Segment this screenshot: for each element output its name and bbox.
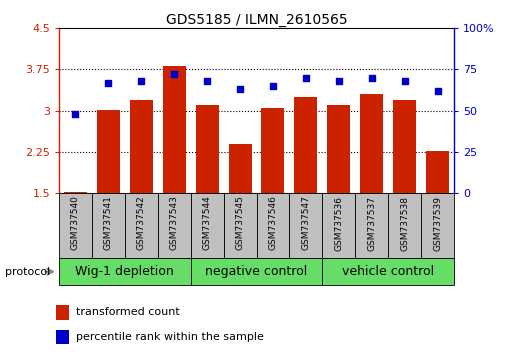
Point bbox=[401, 78, 409, 84]
Text: GSM737538: GSM737538 bbox=[400, 195, 409, 251]
Bar bbox=[294, 97, 318, 193]
Bar bbox=[97, 109, 120, 193]
Text: GSM737540: GSM737540 bbox=[71, 195, 80, 250]
Text: GSM737547: GSM737547 bbox=[301, 195, 310, 250]
Text: percentile rank within the sample: percentile rank within the sample bbox=[76, 332, 264, 342]
Bar bbox=[224, 193, 256, 258]
Bar bbox=[158, 193, 191, 258]
Text: GSM737545: GSM737545 bbox=[235, 195, 245, 250]
Point bbox=[269, 83, 277, 89]
Point bbox=[71, 111, 80, 117]
Point bbox=[104, 80, 112, 85]
Bar bbox=[322, 193, 355, 258]
Text: GSM737541: GSM737541 bbox=[104, 195, 113, 250]
Bar bbox=[289, 193, 322, 258]
Bar bbox=[355, 193, 388, 258]
Bar bbox=[130, 100, 153, 193]
Bar bbox=[59, 193, 92, 258]
Bar bbox=[163, 65, 186, 193]
Point bbox=[368, 75, 376, 81]
Text: vehicle control: vehicle control bbox=[342, 265, 434, 278]
Bar bbox=[322, 258, 454, 285]
Bar bbox=[191, 258, 322, 285]
Text: GSM737543: GSM737543 bbox=[170, 195, 179, 250]
Text: transformed count: transformed count bbox=[76, 307, 180, 317]
Point bbox=[170, 72, 179, 77]
Bar bbox=[191, 193, 224, 258]
Bar bbox=[56, 330, 69, 344]
Bar bbox=[262, 108, 285, 193]
Point bbox=[236, 86, 244, 92]
Bar bbox=[421, 193, 454, 258]
Bar bbox=[388, 193, 421, 258]
Bar bbox=[59, 258, 191, 285]
Point bbox=[203, 78, 211, 84]
Bar bbox=[393, 100, 416, 193]
Text: Wig-1 depletion: Wig-1 depletion bbox=[75, 265, 174, 278]
Text: protocol: protocol bbox=[5, 267, 50, 277]
Text: GSM737536: GSM737536 bbox=[334, 195, 343, 251]
Text: GSM737546: GSM737546 bbox=[268, 195, 278, 250]
Text: GSM737542: GSM737542 bbox=[137, 195, 146, 250]
Bar bbox=[228, 144, 251, 193]
Point bbox=[334, 78, 343, 84]
Text: GSM737539: GSM737539 bbox=[433, 195, 442, 251]
Bar bbox=[64, 192, 87, 193]
Text: GSM737544: GSM737544 bbox=[203, 195, 212, 250]
Bar bbox=[195, 105, 219, 193]
Text: GSM737537: GSM737537 bbox=[367, 195, 376, 251]
Bar bbox=[327, 105, 350, 193]
Point bbox=[137, 78, 145, 84]
Bar bbox=[256, 193, 289, 258]
Bar bbox=[92, 193, 125, 258]
Title: GDS5185 / ILMN_2610565: GDS5185 / ILMN_2610565 bbox=[166, 13, 347, 27]
Point bbox=[433, 88, 442, 94]
Text: negative control: negative control bbox=[205, 265, 308, 278]
Bar bbox=[56, 305, 69, 320]
Bar bbox=[360, 94, 383, 193]
Bar bbox=[426, 151, 449, 193]
Point bbox=[302, 75, 310, 81]
Bar bbox=[125, 193, 158, 258]
